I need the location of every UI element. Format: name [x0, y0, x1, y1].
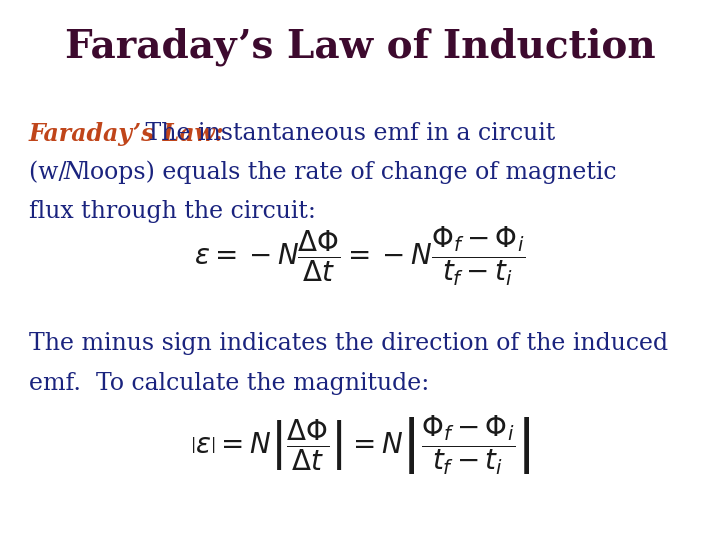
Text: emf.  To calculate the magnitude:: emf. To calculate the magnitude:: [29, 372, 429, 395]
Text: The minus sign indicates the direction of the induced: The minus sign indicates the direction o…: [29, 332, 668, 355]
Text: $\left|\varepsilon\right| = N\left|\dfrac{\Delta\Phi}{\Delta t}\right| = N\left|: $\left|\varepsilon\right| = N\left|\dfra…: [189, 414, 531, 477]
Text: loops) equals the rate of change of magnetic: loops) equals the rate of change of magn…: [75, 161, 616, 185]
Text: N: N: [63, 161, 84, 184]
Text: Faraday’s Law of Induction: Faraday’s Law of Induction: [65, 27, 655, 65]
Text: (w/: (w/: [29, 161, 73, 184]
Text: The instantaneous emf in a circuit: The instantaneous emf in a circuit: [138, 122, 556, 145]
Text: Faraday’s Law:: Faraday’s Law:: [29, 122, 225, 145]
Text: $\varepsilon = -N\dfrac{\Delta\Phi}{\Delta t} = -N\dfrac{\Phi_f - \Phi_i}{t_f - : $\varepsilon = -N\dfrac{\Delta\Phi}{\Del…: [194, 225, 526, 288]
Text: flux through the circuit:: flux through the circuit:: [29, 200, 315, 224]
